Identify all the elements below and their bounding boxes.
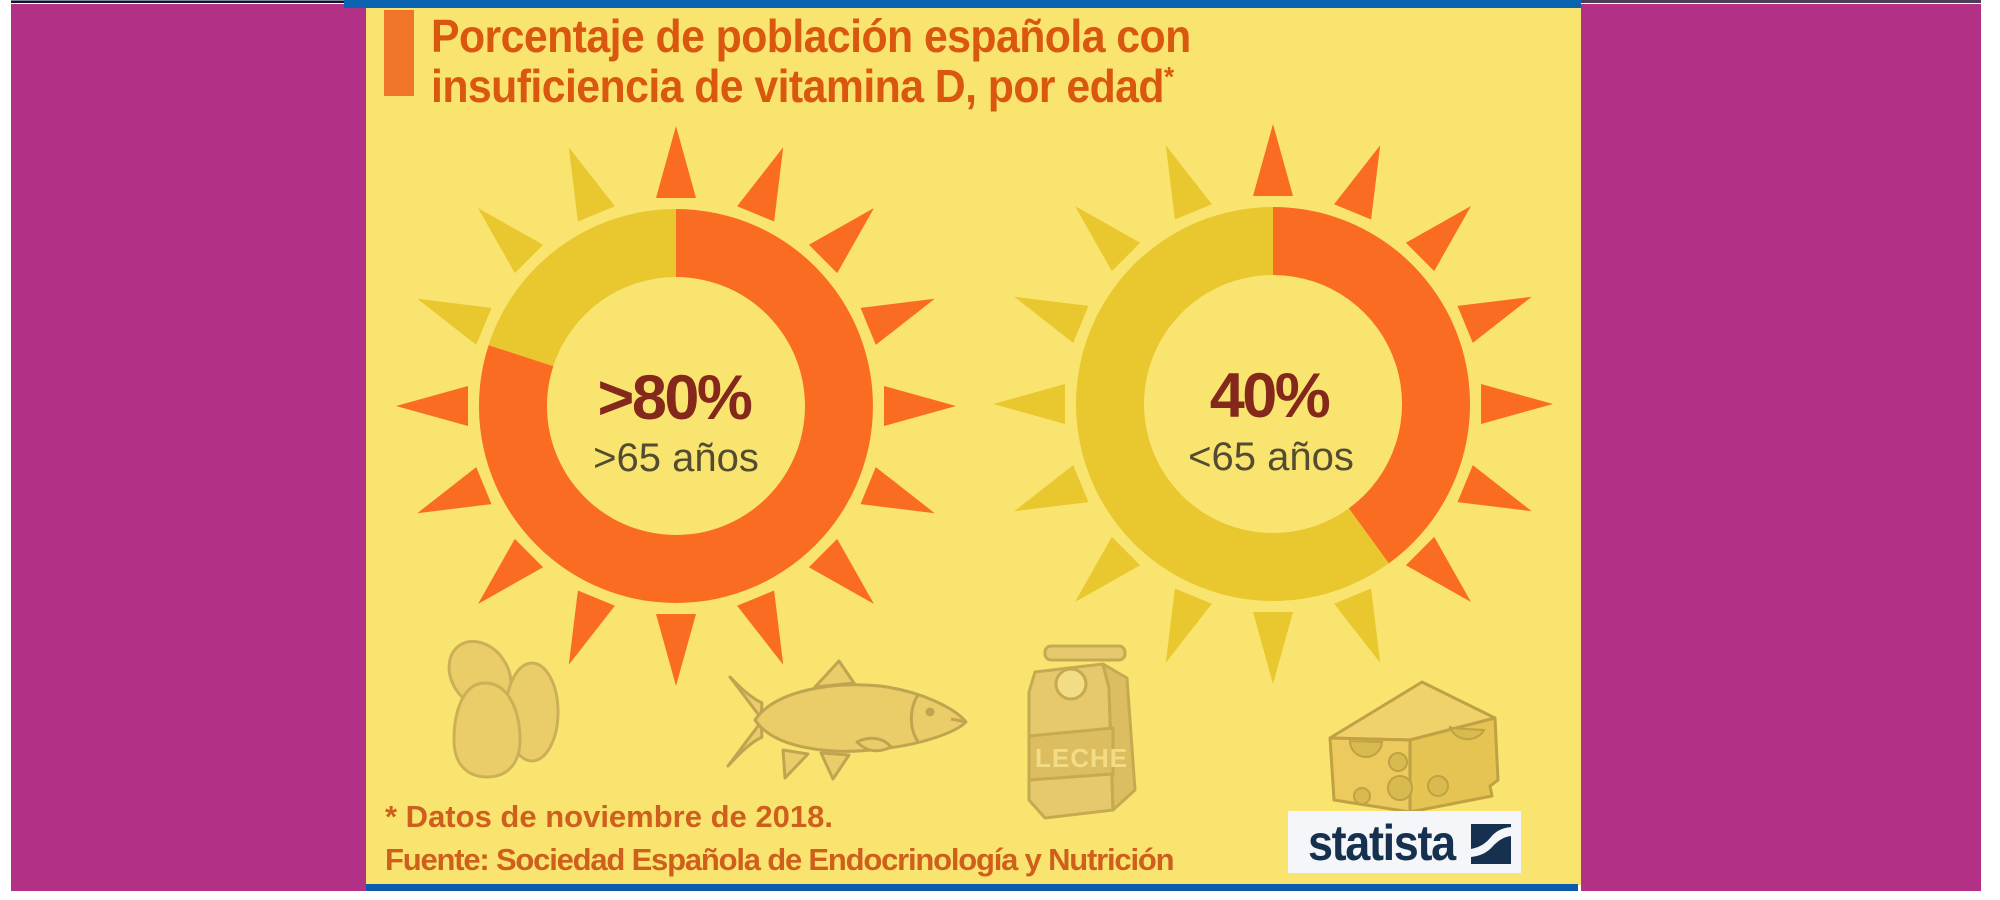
svg-text:LECHE: LECHE (1035, 743, 1128, 773)
